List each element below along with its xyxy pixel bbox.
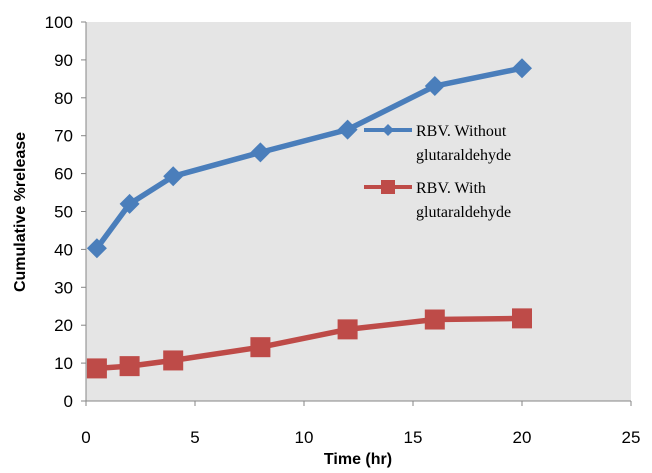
plot-area <box>86 22 631 401</box>
y-tick-label: 10 <box>54 354 73 373</box>
y-tick-label: 40 <box>54 240 73 259</box>
data-point <box>119 193 140 214</box>
y-tick-label: 100 <box>45 13 73 32</box>
legend-item-2: RBV. With glutaraldehyde <box>364 180 511 221</box>
x-tick-label: 10 <box>295 428 314 447</box>
data-point <box>512 308 532 329</box>
y-tick-label: 70 <box>54 127 73 146</box>
legend-label: RBV. Without <box>416 123 507 140</box>
data-point <box>163 166 184 187</box>
y-axis: 0 10 20 30 40 50 60 70 80 90 100 <box>45 13 87 411</box>
x-tick-label: 15 <box>404 428 423 447</box>
data-point <box>250 337 271 358</box>
y-tick-label: 0 <box>64 392 73 411</box>
data-point <box>86 238 107 259</box>
data-point <box>86 358 107 379</box>
data-point <box>250 142 271 163</box>
legend: RBV. Without glutaraldehyde RBV. With gluta… <box>364 123 511 221</box>
data-point <box>512 58 532 79</box>
legend-item-1: RBV. Without glutaraldehyde <box>364 123 511 164</box>
series-layer <box>86 58 532 379</box>
legend-label: glutaraldehyde <box>416 147 511 164</box>
series-2 <box>86 308 532 379</box>
y-tick-label: 60 <box>54 165 73 184</box>
legend-marker <box>381 180 395 194</box>
data-point <box>337 319 358 340</box>
data-point <box>337 119 358 140</box>
y-tick-label: 30 <box>54 278 73 297</box>
y-tick-label: 50 <box>54 203 73 222</box>
data-point <box>163 350 184 371</box>
x-axis: 0 5 10 15 20 25 <box>81 400 641 447</box>
series-1 <box>86 58 532 259</box>
x-tick-label: 20 <box>513 428 532 447</box>
legend-label: RBV. With <box>416 180 486 197</box>
data-point <box>119 356 140 377</box>
x-tick-label: 5 <box>190 428 199 447</box>
y-tick-label: 80 <box>54 89 73 108</box>
data-point <box>424 309 445 330</box>
y-tick-label: 90 <box>54 51 73 70</box>
legend-label: glutaraldehyde <box>416 204 511 221</box>
data-point <box>424 76 445 97</box>
x-tick-label: 25 <box>622 428 641 447</box>
y-tick-label: 20 <box>54 316 73 335</box>
y-axis-title: Cumulative %release <box>12 132 29 292</box>
x-axis-title: Time (hr) <box>324 451 392 468</box>
legend-marker <box>382 124 394 136</box>
x-tick-label: 0 <box>81 428 90 447</box>
